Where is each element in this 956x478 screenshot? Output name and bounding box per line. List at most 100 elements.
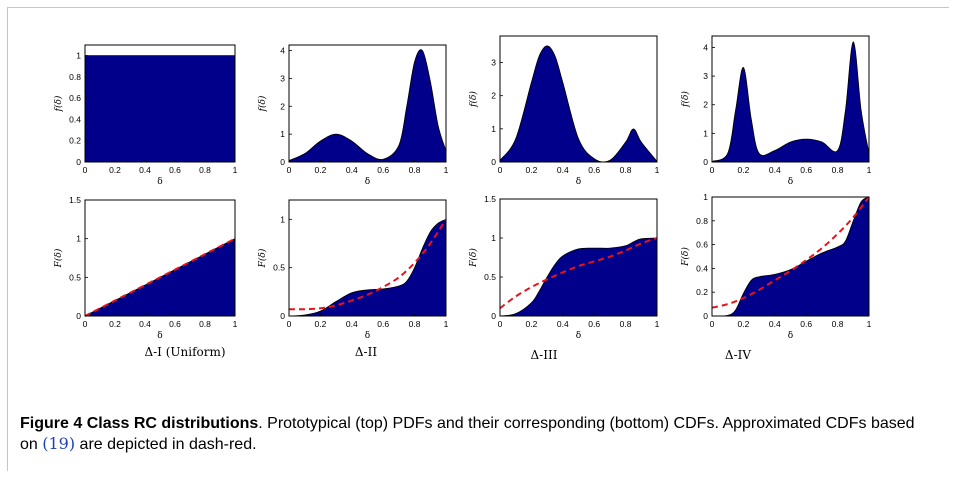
- y-tick-label: 0: [491, 157, 496, 167]
- y-tick-label: 4: [703, 42, 708, 52]
- axes-box-4: [711, 35, 870, 163]
- y-tick-label: 0: [703, 157, 708, 167]
- x-tick-label: 0: [287, 319, 292, 329]
- figure-caption: Figure 4 Class RC distributions. Prototy…: [20, 414, 920, 455]
- x-tick-label: 1: [444, 165, 449, 175]
- y-tick-label: 1: [491, 124, 496, 134]
- y-tick-label: 1: [491, 233, 496, 243]
- x-tick-label: 1: [867, 319, 872, 329]
- y-tick-label: 1: [280, 214, 285, 224]
- y-tick-label: 0.4: [69, 114, 81, 124]
- y-tick-label: 0: [280, 157, 285, 167]
- x-tick-label: 0.2: [525, 319, 537, 329]
- y-axis-label: f(δ): [468, 91, 479, 108]
- distribution-area-7: [499, 237, 658, 317]
- caption-label: Figure 4: [20, 415, 83, 432]
- equation-reference-link[interactable]: (19): [42, 434, 76, 453]
- x-axis-label: δ: [788, 331, 793, 341]
- x-tick-label: 0.4: [557, 165, 569, 175]
- x-tick-label: 1: [655, 165, 660, 175]
- x-tick-label: 0.8: [620, 165, 632, 175]
- x-tick-label: 0.4: [139, 165, 151, 175]
- x-tick-label: 0.4: [557, 319, 569, 329]
- x-tick-label: 0.6: [169, 319, 181, 329]
- y-tick-label: 1: [703, 192, 708, 202]
- x-tick-label: 0.8: [832, 319, 844, 329]
- y-tick-label: 4: [280, 46, 285, 56]
- x-tick-label: 0.6: [588, 165, 600, 175]
- y-tick-label: 0.4: [696, 263, 708, 273]
- y-tick-label: 0: [76, 157, 81, 167]
- y-tick-label: 3: [491, 58, 496, 68]
- y-axis-label: F(δ): [468, 248, 479, 268]
- y-tick-label: 0.5: [69, 272, 81, 282]
- y-axis-label: F(δ): [53, 248, 64, 268]
- x-tick-label: 0: [498, 165, 503, 175]
- x-axis-label: δ: [157, 177, 162, 187]
- x-tick-label: 0.8: [832, 165, 844, 175]
- x-tick-label: 0.8: [409, 319, 421, 329]
- axes-box-8: [711, 196, 870, 317]
- y-tick-label: 3: [280, 73, 285, 83]
- y-tick-label: 0.5: [484, 272, 496, 282]
- x-tick-label: 0.8: [409, 165, 421, 175]
- x-tick-label: 0.8: [199, 319, 211, 329]
- axes-box-5: [84, 199, 236, 317]
- panel-title-delta-1: Δ-I (Uniform): [144, 345, 226, 359]
- y-tick-label: 1.5: [69, 195, 81, 205]
- y-tick-label: 1: [76, 51, 81, 61]
- y-tick-label: 2: [491, 91, 496, 101]
- y-tick-label: 0.6: [69, 93, 81, 103]
- distribution-area-4: [711, 41, 870, 163]
- approx-cdf-line-7: [499, 237, 658, 310]
- x-axis-label: δ: [576, 177, 581, 187]
- y-tick-label: 0: [76, 311, 81, 321]
- distribution-area-1: [84, 55, 236, 163]
- distribution-area-2: [288, 49, 447, 163]
- y-tick-label: 0.8: [696, 216, 708, 226]
- x-tick-label: 0.2: [737, 319, 749, 329]
- y-axis-label: F(δ): [680, 247, 691, 267]
- panel-title-delta-2: Δ-II: [354, 345, 378, 359]
- x-tick-label: 0.4: [346, 319, 358, 329]
- x-tick-label: 0.2: [314, 319, 326, 329]
- y-tick-label: 1: [703, 128, 708, 138]
- x-tick-label: 0.2: [314, 165, 326, 175]
- x-tick-label: 0.6: [800, 319, 812, 329]
- y-tick-label: 0.8: [69, 72, 81, 82]
- x-tick-label: 0.4: [346, 165, 358, 175]
- y-tick-label: 0: [703, 311, 708, 321]
- y-tick-label: 0.5: [273, 263, 285, 273]
- distribution-area-3: [499, 45, 658, 163]
- x-tick-label: 0.8: [620, 319, 632, 329]
- distribution-area-8: [711, 196, 870, 317]
- x-tick-label: 0.6: [377, 165, 389, 175]
- x-tick-label: 0: [83, 165, 88, 175]
- y-axis-label: F(δ): [257, 248, 268, 268]
- y-axis-label: f(δ): [680, 91, 691, 108]
- axes-box-3: [499, 35, 658, 163]
- x-axis-label: δ: [365, 177, 370, 187]
- y-axis-label: f(δ): [257, 95, 268, 112]
- x-axis-label: δ: [576, 331, 581, 341]
- axes-box-6: [288, 199, 447, 317]
- x-tick-label: 0: [498, 319, 503, 329]
- x-tick-label: 0.6: [169, 165, 181, 175]
- x-tick-label: 0.2: [109, 165, 121, 175]
- figure-frame: [7, 7, 949, 471]
- approx-cdf-line-8: [711, 196, 870, 309]
- x-axis-label: δ: [365, 331, 370, 341]
- x-tick-label: 0.6: [800, 165, 812, 175]
- x-axis-label: δ: [157, 331, 162, 341]
- approx-cdf-line-5: [84, 237, 236, 317]
- y-tick-label: 0.2: [696, 287, 708, 297]
- x-tick-label: 1: [655, 319, 660, 329]
- x-axis-label: δ: [788, 177, 793, 187]
- distribution-area-6: [288, 218, 447, 317]
- caption-text-end: are depicted in dash-red.: [75, 436, 257, 453]
- panel-title-delta-4: Δ-IV: [724, 348, 752, 362]
- axes-box-2: [288, 44, 447, 163]
- x-tick-label: 1: [233, 319, 238, 329]
- x-tick-label: 0.4: [769, 165, 781, 175]
- y-tick-label: 3: [703, 71, 708, 81]
